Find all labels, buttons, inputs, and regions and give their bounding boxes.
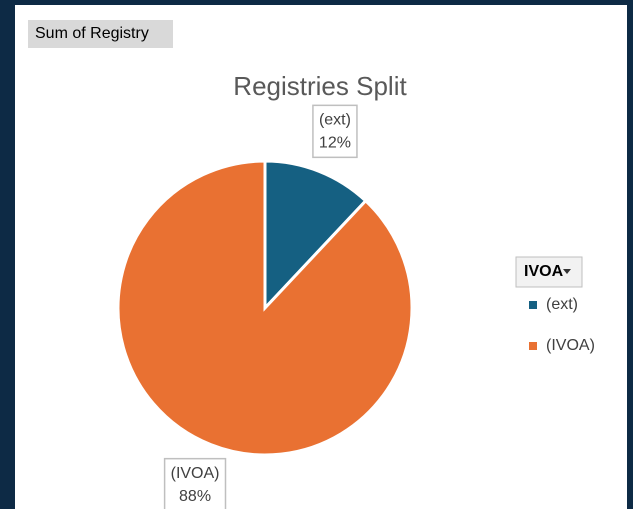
dropdown-arrow [563, 269, 571, 274]
pie-slice [263, 159, 368, 312]
legend-label: (ext) [546, 296, 578, 313]
legend-label: (IVOA) [546, 337, 595, 354]
data-label-category: (IVOA) [171, 465, 220, 482]
legend-title: IVOA [524, 263, 564, 280]
data-label-box [163, 457, 227, 509]
field-button[interactable] [28, 20, 173, 48]
pie-slice [116, 159, 414, 457]
data-label-category: (ext) [319, 112, 351, 129]
chart-title: Registries Split [233, 71, 407, 101]
legend-swatch [529, 342, 537, 350]
data-label-value: 88% [179, 488, 211, 505]
data-label-value: 12% [319, 135, 351, 152]
data-label-box [312, 104, 358, 159]
legend-swatch [529, 301, 537, 309]
legend-button[interactable] [515, 256, 583, 288]
field-button-label: Sum of Registry [35, 25, 149, 42]
